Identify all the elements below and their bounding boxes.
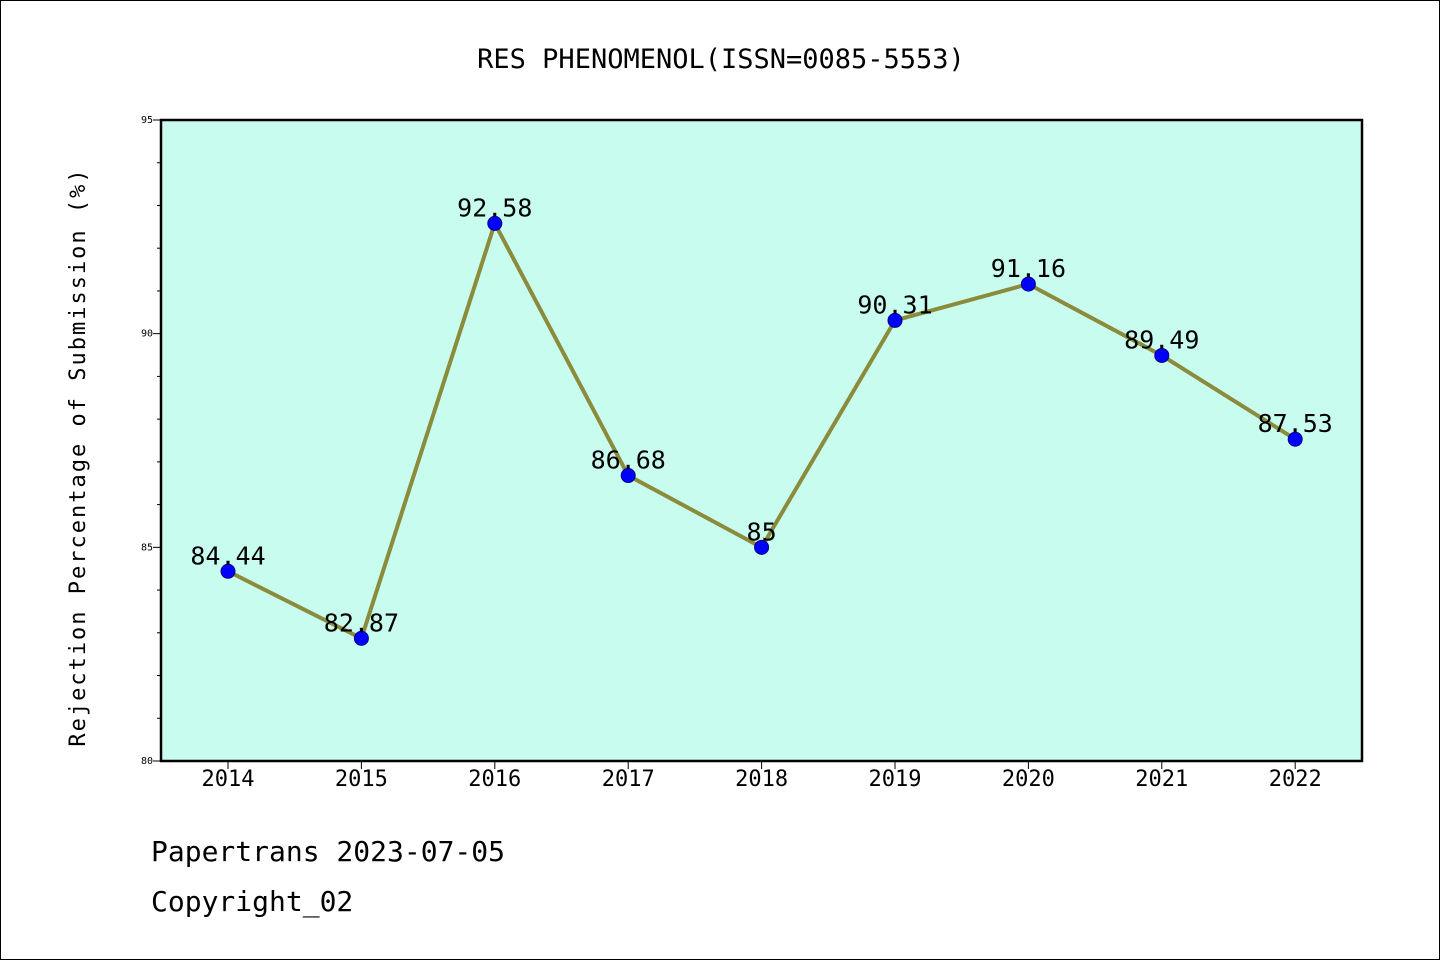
x-axis: 2014 2015 2016 2017 2018 2019 2020 2021 2022 xyxy=(202,761,1322,792)
data-label: 82.87 xyxy=(324,608,399,637)
data-label: 87.53 xyxy=(1258,409,1333,438)
y-axis: 80 85 90 95 xyxy=(141,115,161,767)
footer-copyright: Copyright_02 xyxy=(151,885,354,918)
data-point-marker xyxy=(754,539,770,555)
x-tick-label: 2015 xyxy=(335,767,388,792)
data-point-marker xyxy=(887,312,903,328)
x-tick-label: 2014 xyxy=(202,767,255,792)
y-tick-label: 90 xyxy=(141,329,153,340)
y-tick-label: 80 xyxy=(141,756,153,767)
data-point-marker xyxy=(620,468,636,484)
data-label: 92.58 xyxy=(457,193,532,222)
data-label: 84.44 xyxy=(190,541,265,570)
y-tick-label: 85 xyxy=(141,542,153,553)
x-tick-label: 2018 xyxy=(735,767,788,792)
plot-area xyxy=(159,118,1364,763)
x-tick-label: 2019 xyxy=(869,767,922,792)
markers-group xyxy=(220,215,1303,646)
data-point-marker xyxy=(487,215,503,231)
y-axis-label: Rejection Percentage of Submission (%) xyxy=(66,167,91,746)
chart-title: RES PHENOMENOL(ISSN=0085-5553) xyxy=(477,44,965,75)
data-label: 85 xyxy=(747,517,777,546)
data-point-marker xyxy=(353,630,369,646)
data-labels-group: 84.44 82.87 92.58 86.68 85 90.31 91.16 89.49 87.… xyxy=(190,193,1332,637)
y-tick-label: 95 xyxy=(141,115,153,126)
x-tick-label: 2016 xyxy=(468,767,521,792)
data-label: 90.31 xyxy=(857,290,932,319)
x-tick-label: 2017 xyxy=(602,767,655,792)
data-point-marker xyxy=(220,563,236,579)
data-point-marker xyxy=(1287,431,1303,447)
data-label: 89.49 xyxy=(1124,325,1199,354)
data-point-marker xyxy=(1154,347,1170,363)
data-label: 86.68 xyxy=(591,446,666,475)
data-point-marker xyxy=(1020,276,1036,292)
x-tick-label: 2022 xyxy=(1269,767,1322,792)
x-tick-label: 2020 xyxy=(1002,767,1055,792)
footer-date: Papertrans 2023-07-05 xyxy=(151,835,506,868)
x-tick-label: 2021 xyxy=(1135,767,1188,792)
data-label: 91.16 xyxy=(991,254,1066,283)
